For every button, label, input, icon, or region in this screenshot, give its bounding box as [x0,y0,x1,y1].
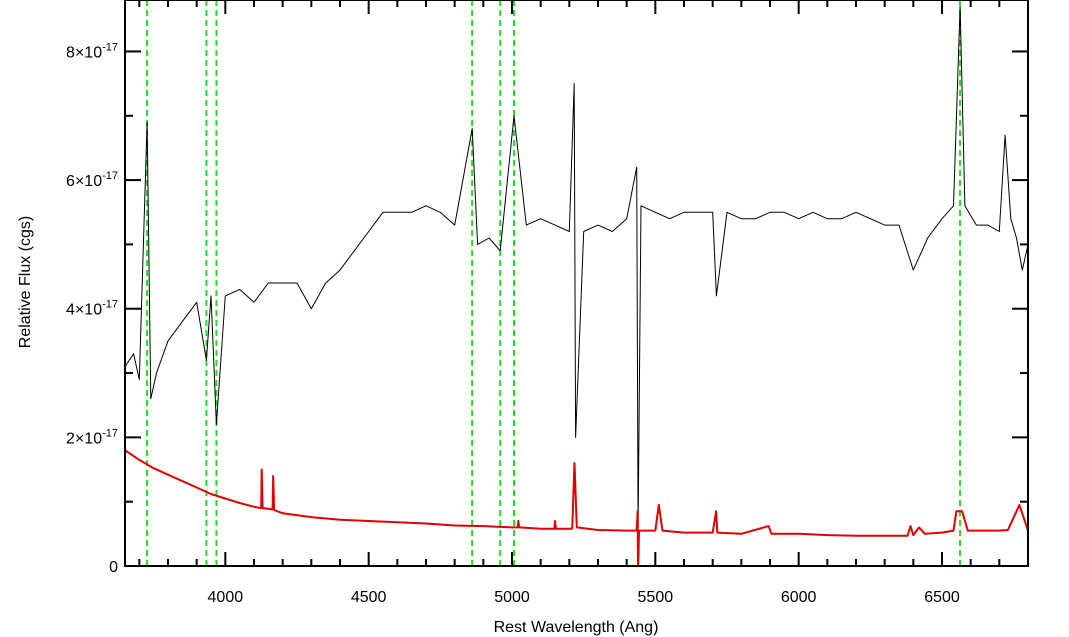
x-axis-title: Rest Wavelength (Ang) [494,619,659,636]
x-tick-label-2: 5000 [494,589,530,606]
series-layer [125,5,1028,566]
y-tick-label-1: 2×10-17 [66,427,118,447]
y-axis-title: Relative Flux (cgs) [17,216,34,348]
y-tick-label-4: 8×10-17 [66,41,118,61]
tick-marks [125,0,1029,567]
x-tick-labels: 4000 4500 5000 5500 6000 6500 [208,589,960,606]
y-tick-label-3: 6×10-17 [66,170,118,190]
axes [124,0,1029,567]
x-tick-label-1: 4500 [351,589,387,606]
x-tick-label-3: 5500 [638,589,674,606]
y-tick-label-0: 0 [109,559,118,576]
plot-frame [124,0,1029,567]
y-tick-label-2: 4×10-17 [66,299,118,319]
x-tick-label-0: 4000 [208,589,244,606]
series-line-1 [125,449,1028,566]
x-tick-label-5: 6500 [924,589,960,606]
x-tick-label-4: 6000 [781,589,817,606]
reference-lines [146,0,962,566]
y-tick-labels: 0 2×10-17 4×10-17 6×10-17 8×10-17 [66,41,118,576]
series-line-0 [125,5,1028,528]
